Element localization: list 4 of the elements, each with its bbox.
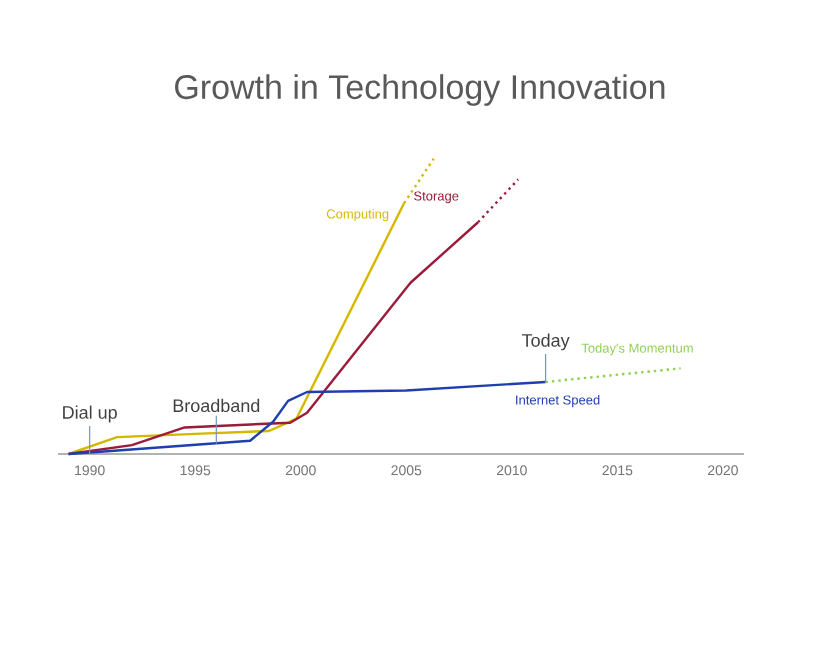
annotation: Dial up [63, 405, 117, 423]
annotation: Broadband [173, 398, 260, 413]
chart-title: Growth in Technology Innovation [175, 74, 665, 106]
annotation: Today [521, 333, 570, 351]
